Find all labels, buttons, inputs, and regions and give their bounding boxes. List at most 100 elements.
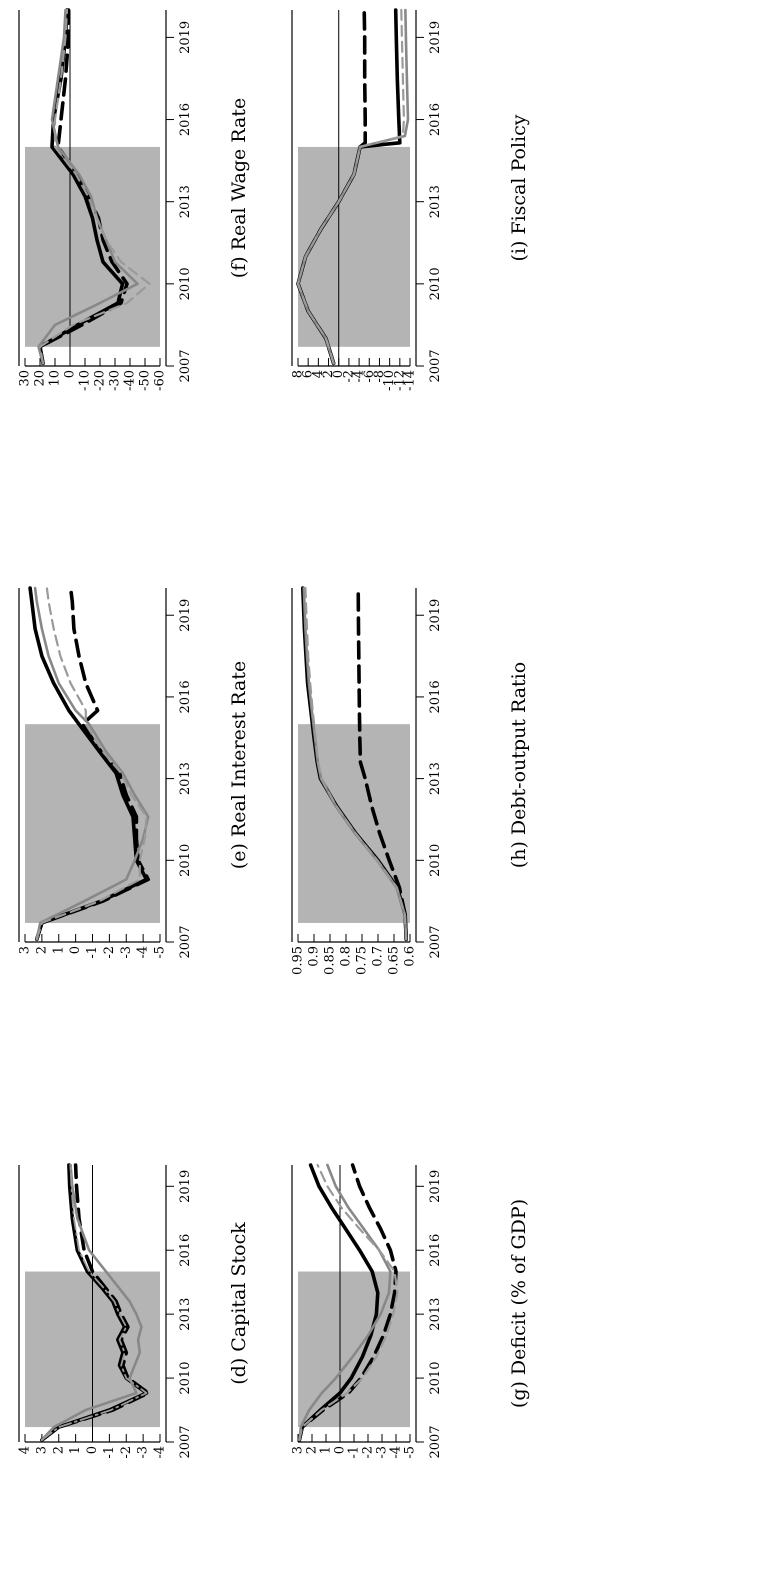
y-tick-label: -2 bbox=[341, 370, 356, 383]
x-tick-label: 2016 bbox=[428, 1234, 443, 1267]
y-tick-label: -60 bbox=[153, 370, 168, 391]
y-tick-label: -3 bbox=[375, 1446, 390, 1459]
x-tick-label: 2016 bbox=[178, 680, 193, 713]
x-tick-label: 2019 bbox=[428, 21, 443, 54]
y-tick-label: -4 bbox=[136, 946, 151, 959]
y-tick-label: 1 bbox=[68, 1446, 83, 1454]
y-tick-label: -10 bbox=[382, 370, 397, 391]
y-tick-label: -12 bbox=[392, 370, 407, 391]
shaded-region bbox=[25, 146, 160, 347]
series-line-4 bbox=[304, 586, 408, 941]
x-tick-label: 2019 bbox=[428, 1170, 443, 1203]
series-line-3 bbox=[33, 586, 150, 941]
x-tick-label: 2016 bbox=[178, 1234, 193, 1267]
y-tick-label: -40 bbox=[123, 370, 138, 391]
y-tick-label: -4 bbox=[389, 1446, 404, 1459]
series-line-3 bbox=[298, 1163, 392, 1442]
series-line-2 bbox=[35, 586, 150, 942]
x-tick-label: 2007 bbox=[428, 1425, 443, 1458]
series-line-4 bbox=[41, 1164, 148, 1441]
y-tick-label: 4 bbox=[18, 1446, 33, 1454]
y-tick-label: 0.95 bbox=[291, 946, 306, 975]
y-tick-label: 0.7 bbox=[371, 946, 386, 967]
y-tick-label: 30 bbox=[18, 370, 33, 387]
y-tick-label: 6 bbox=[301, 370, 316, 378]
y-tick-label: -5 bbox=[403, 1446, 418, 1459]
panel-title: (d) Capital Stock bbox=[228, 1222, 250, 1385]
y-tick-label: -1 bbox=[85, 946, 100, 959]
series-line-1 bbox=[297, 1163, 380, 1442]
y-tick-label: -50 bbox=[138, 370, 153, 391]
y-tick-label: -3 bbox=[136, 1446, 151, 1459]
y-tick-label: 2 bbox=[51, 1446, 66, 1454]
y-tick-label: -2 bbox=[361, 1446, 376, 1459]
y-tick-label: 0.75 bbox=[355, 946, 370, 975]
series-line-2 bbox=[38, 8, 129, 366]
y-tick-label: -20 bbox=[93, 370, 108, 391]
panel-3: 30 20 10 0 -10 -20 -30 -40 -50 -60 200720102013201… bbox=[18, 8, 250, 391]
x-tick-label: 2016 bbox=[178, 103, 193, 136]
y-tick-label: -6 bbox=[362, 370, 377, 383]
panel-5: 0.95 0.9 0.85 0.8 0.75 0.7 0.65 0.6 2007 2010 2013… bbox=[291, 586, 530, 975]
y-tick-label: 0.65 bbox=[387, 946, 402, 975]
y-tick-label: 0.8 bbox=[339, 946, 354, 967]
y-tick-label: -2 bbox=[102, 946, 117, 959]
y-tick-label: -3 bbox=[119, 946, 134, 959]
y-tick-label: 20 bbox=[33, 370, 48, 387]
y-tick-label: 0 bbox=[331, 370, 346, 378]
y-tick-label: 2 bbox=[34, 946, 49, 954]
x-tick-label: 2013 bbox=[178, 762, 193, 795]
x-tick-label: 2013 bbox=[178, 185, 193, 218]
x-tick-label: 2010 bbox=[428, 844, 443, 877]
y-tick-label: 2 bbox=[321, 370, 336, 378]
x-tick-label: 2007 bbox=[428, 925, 443, 958]
y-tick-label: 3 bbox=[18, 946, 33, 954]
x-tick-label: 2013 bbox=[428, 185, 443, 218]
panel-2: 3 2 1 0 -1 -2 -3 -4 -5 2007 2010 2013 2016 2019 (e) Re… bbox=[18, 586, 250, 959]
x-tick-label: 2010 bbox=[428, 1362, 443, 1395]
panel-title: (i) Fiscal Policy bbox=[508, 114, 530, 261]
y-tick-label: 0 bbox=[63, 370, 78, 378]
y-tick-label: -5 bbox=[153, 946, 168, 959]
x-tick-label: 2010 bbox=[178, 844, 193, 877]
series-line-2 bbox=[356, 586, 408, 942]
panel-title: (g) Deficit (% of GDP) bbox=[508, 1199, 530, 1408]
y-tick-label: 8 bbox=[291, 370, 306, 378]
series-line-3 bbox=[40, 1163, 143, 1442]
y-tick-label: -1 bbox=[102, 1446, 117, 1459]
y-tick-label: 0.6 bbox=[403, 946, 418, 967]
series-line-4 bbox=[38, 8, 151, 365]
x-tick-label: 2019 bbox=[178, 21, 193, 54]
y-tick-label: -4 bbox=[352, 370, 367, 383]
x-tick-label: 2010 bbox=[178, 1362, 193, 1395]
x-tick-label: 2013 bbox=[178, 1298, 193, 1331]
x-tick-label: 2013 bbox=[428, 1298, 443, 1331]
series-line-4 bbox=[298, 1163, 399, 1441]
y-tick-label: -14 bbox=[403, 370, 418, 391]
y-tick-label: 3 bbox=[291, 1446, 306, 1454]
panel-title: (f) Real Wage Rate bbox=[228, 98, 250, 279]
y-tick-label: 2 bbox=[305, 1446, 320, 1454]
series-line-4 bbox=[296, 8, 405, 365]
x-tick-label: 2016 bbox=[428, 680, 443, 713]
y-tick-label: 0.9 bbox=[307, 946, 322, 967]
x-tick-label: 2010 bbox=[178, 267, 193, 300]
y-tick-label: 0.85 bbox=[323, 946, 338, 975]
panel-title: (e) Real Interest Rate bbox=[228, 661, 250, 869]
y-tick-label: 3 bbox=[34, 1446, 49, 1454]
x-tick-label: 2010 bbox=[428, 267, 443, 300]
x-tick-label: 2007 bbox=[178, 925, 193, 958]
y-tick-label: 4 bbox=[311, 370, 326, 378]
panel-title: (h) Debt-output Ratio bbox=[508, 662, 530, 868]
x-tick-label: 2019 bbox=[178, 599, 193, 632]
y-tick-label: 0 bbox=[68, 946, 83, 954]
x-tick-label: 2007 bbox=[428, 349, 443, 382]
x-tick-label: 2007 bbox=[178, 1425, 193, 1458]
panel-1: 4 3 2 1 0 -1 -2 -3 -4 2007 2010 2013 2016 2019 (d) Cap… bbox=[18, 1163, 250, 1459]
y-tick-label: -4 bbox=[153, 1446, 168, 1459]
y-tick-label: -8 bbox=[372, 370, 387, 383]
series-line-1 bbox=[28, 586, 149, 942]
y-tick-label: 0 bbox=[85, 1446, 100, 1454]
